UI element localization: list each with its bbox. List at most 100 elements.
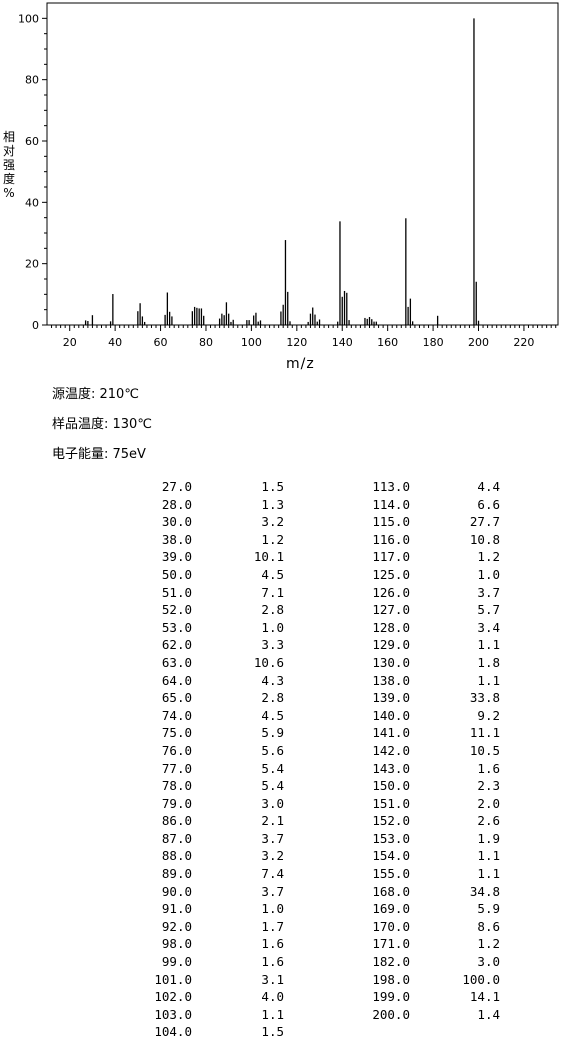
peak-intensity: 5.4 — [192, 777, 284, 795]
peak-mz: 182.0 — [284, 953, 410, 971]
peak-mz: 125.0 — [284, 566, 410, 584]
table-row: 86.0 2.1 152.0 2.6 — [130, 812, 500, 830]
peak-intensity: 1.1 — [410, 865, 500, 883]
y-tick-label: 0 — [32, 319, 39, 332]
peak-mz: 98.0 — [130, 935, 192, 953]
peak-mz: 127.0 — [284, 601, 410, 619]
table-row: 92.0 1.7 170.0 8.6 — [130, 918, 500, 936]
peak-intensity: 1.3 — [192, 496, 284, 514]
table-row: 101.0 3.1 198.0 100.0 — [130, 971, 500, 989]
peak-intensity: 1.0 — [192, 619, 284, 637]
x-tick-label: 20 — [63, 336, 77, 349]
peak-mz: 171.0 — [284, 935, 410, 953]
peak-mz: 143.0 — [284, 760, 410, 778]
peak-intensity: 100.0 — [410, 971, 500, 989]
peak-intensity: 10.1 — [192, 548, 284, 566]
peak-intensity: 27.7 — [410, 513, 500, 531]
x-tick-label: 200 — [468, 336, 489, 349]
table-row: 76.0 5.6 142.0 10.5 — [130, 742, 500, 760]
peak-mz: 117.0 — [284, 548, 410, 566]
peak-intensity: 1.9 — [410, 830, 500, 848]
peak-mz: 51.0 — [130, 584, 192, 602]
peak-intensity: 11.1 — [410, 724, 500, 742]
peak-intensity: 10.5 — [410, 742, 500, 760]
y-axis-label-char: % — [2, 186, 16, 200]
table-row: 39.0 10.1 117.0 1.2 — [130, 548, 500, 566]
peak-intensity: 1.0 — [410, 566, 500, 584]
peak-mz: 114.0 — [284, 496, 410, 514]
peak-mz: 116.0 — [284, 531, 410, 549]
y-tick-label: 20 — [25, 258, 39, 271]
peak-intensity: 1.6 — [192, 935, 284, 953]
peak-intensity: 7.4 — [192, 865, 284, 883]
x-tick-label: 140 — [332, 336, 353, 349]
x-tick-label: 220 — [513, 336, 534, 349]
peak-intensity: 1.2 — [410, 935, 500, 953]
peak-intensity: 5.4 — [192, 760, 284, 778]
peak-intensity: 3.7 — [192, 830, 284, 848]
peak-intensity: 1.5 — [192, 478, 284, 496]
peak-mz — [284, 1023, 410, 1041]
peak-intensity: 1.2 — [192, 531, 284, 549]
peak-intensity: 6.6 — [410, 496, 500, 514]
peak-mz: 74.0 — [130, 707, 192, 725]
peak-intensity: 3.7 — [410, 584, 500, 602]
peak-intensity: 1.1 — [192, 1006, 284, 1024]
peak-mz: 155.0 — [284, 865, 410, 883]
peak-mz: 154.0 — [284, 847, 410, 865]
electron-energy: 电子能量: 75eV — [52, 443, 146, 462]
table-row: 50.0 4.5 125.0 1.0 — [130, 566, 500, 584]
sample-temperature: 样品温度: 130℃ — [52, 413, 152, 432]
peak-intensity: 10.8 — [410, 531, 500, 549]
x-tick-label: 80 — [199, 336, 213, 349]
x-tick-label: 60 — [154, 336, 168, 349]
peak-mz: 65.0 — [130, 689, 192, 707]
peak-intensity: 1.2 — [410, 548, 500, 566]
table-row: 38.0 1.2 116.0 10.8 — [130, 531, 500, 549]
peak-mz: 92.0 — [130, 918, 192, 936]
peak-mz: 52.0 — [130, 601, 192, 619]
peak-mz: 63.0 — [130, 654, 192, 672]
peak-intensity: 33.8 — [410, 689, 500, 707]
x-tick-label: 120 — [286, 336, 307, 349]
peak-mz: 79.0 — [130, 795, 192, 813]
peak-intensity: 3.4 — [410, 619, 500, 637]
peak-intensity: 1.5 — [192, 1023, 284, 1041]
peak-mz: 129.0 — [284, 636, 410, 654]
peak-mz: 103.0 — [130, 1006, 192, 1024]
y-tick-label: 60 — [25, 135, 39, 148]
table-row: 30.0 3.2 115.0 27.7 — [130, 513, 500, 531]
table-row: 88.0 3.2 154.0 1.1 — [130, 847, 500, 865]
peak-intensity: 3.0 — [192, 795, 284, 813]
peak-mz: 170.0 — [284, 918, 410, 936]
table-row: 102.0 4.0 199.0 14.1 — [130, 988, 500, 1006]
peak-intensity: 1.1 — [410, 636, 500, 654]
table-row: 87.0 3.7 153.0 1.9 — [130, 830, 500, 848]
peak-mz: 89.0 — [130, 865, 192, 883]
peak-intensity: 4.3 — [192, 672, 284, 690]
peak-mz: 50.0 — [130, 566, 192, 584]
peak-intensity: 1.6 — [410, 760, 500, 778]
peak-mz: 86.0 — [130, 812, 192, 830]
peak-intensity: 3.3 — [192, 636, 284, 654]
peak-intensity: 9.2 — [410, 707, 500, 725]
table-row: 103.0 1.1 200.0 1.4 — [130, 1006, 500, 1024]
y-axis-label-char: 对 — [2, 144, 16, 158]
y-axis-label-char: 强 — [2, 158, 16, 172]
peak-intensity: 2.1 — [192, 812, 284, 830]
peak-intensity: 1.4 — [410, 1006, 500, 1024]
peak-intensity: 10.6 — [192, 654, 284, 672]
y-tick-label: 40 — [25, 196, 39, 209]
peak-mz: 130.0 — [284, 654, 410, 672]
table-row: 62.0 3.3 129.0 1.1 — [130, 636, 500, 654]
peak-intensity: 2.8 — [192, 601, 284, 619]
table-row: 53.0 1.0 128.0 3.4 — [130, 619, 500, 637]
peak-mz: 151.0 — [284, 795, 410, 813]
peak-mz: 76.0 — [130, 742, 192, 760]
peak-mz: 53.0 — [130, 619, 192, 637]
y-tick-label: 80 — [25, 74, 39, 87]
peak-mz: 168.0 — [284, 883, 410, 901]
peak-mz: 102.0 — [130, 988, 192, 1006]
peak-mz: 169.0 — [284, 900, 410, 918]
table-row: 104.0 1.5 — [130, 1023, 500, 1041]
